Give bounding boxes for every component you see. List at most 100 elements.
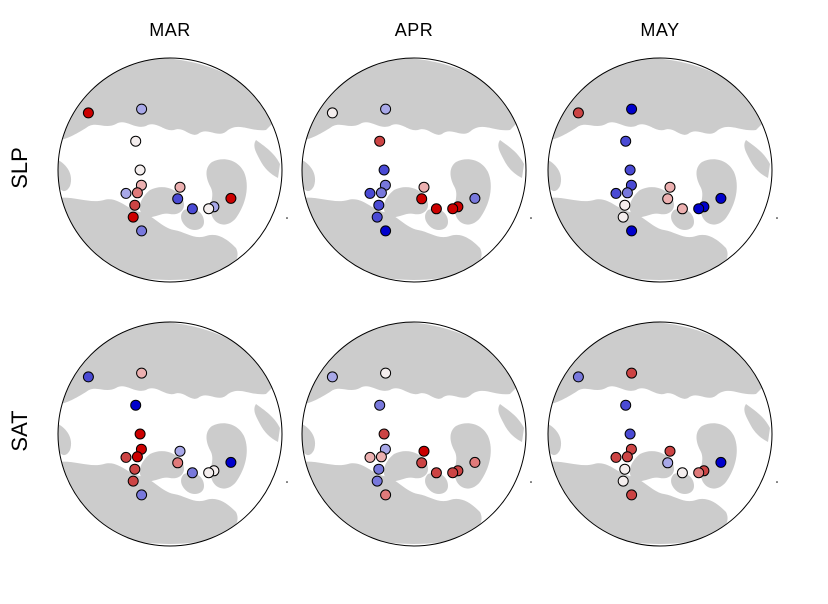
map-boundary (547, 57, 773, 283)
station-marker (130, 399, 142, 411)
station-marker (715, 456, 727, 468)
station-marker (136, 103, 148, 115)
station-marker (136, 489, 148, 501)
landmass (302, 58, 524, 280)
station-marker (621, 451, 633, 463)
station-marker (131, 187, 143, 199)
station-marker (136, 367, 148, 379)
station-marker (662, 457, 674, 469)
station-marker (626, 367, 638, 379)
station-marker (134, 164, 146, 176)
station-marker (619, 199, 631, 211)
station-marker (203, 467, 215, 479)
station-marker (172, 193, 184, 205)
station-marker (136, 225, 148, 237)
map-boundary (57, 321, 283, 547)
map-boundary (301, 321, 527, 547)
station-marker (186, 467, 198, 479)
station-marker (378, 428, 390, 440)
station-marker (174, 445, 186, 457)
tick-dot (286, 481, 288, 483)
station-marker (120, 451, 132, 463)
station-marker (676, 467, 688, 479)
station-marker (375, 451, 387, 463)
map-panel-sat-mar (57, 321, 288, 547)
station-marker (418, 181, 430, 193)
station-marker (127, 475, 139, 487)
station-marker (82, 107, 94, 119)
station-marker (469, 456, 481, 468)
station-marker (610, 187, 622, 199)
station-marker (371, 211, 383, 223)
station-marker (134, 428, 146, 440)
station-marker (626, 103, 638, 115)
station-marker (620, 135, 632, 147)
station-marker (418, 445, 430, 457)
station-marker (378, 164, 390, 176)
station-marker (120, 187, 132, 199)
column-title-may: MAY (640, 20, 680, 40)
station-marker (447, 467, 459, 479)
map-boundary (57, 57, 283, 283)
column-title-apr: APR (394, 20, 434, 40)
station-marker (129, 463, 141, 475)
station-marker (620, 399, 632, 411)
station-marker (186, 203, 198, 215)
station-marker (203, 203, 215, 215)
station-marker (617, 211, 629, 223)
map-boundary (301, 57, 527, 283)
station-marker (326, 371, 338, 383)
map-boundary (547, 321, 773, 547)
station-marker (664, 181, 676, 193)
station-marker (469, 192, 481, 204)
map-panel-sat-apr (301, 321, 532, 547)
station-marker (374, 399, 386, 411)
station-marker (131, 451, 143, 463)
tick-dot (530, 481, 532, 483)
tick-dot (286, 217, 288, 219)
station-marker (374, 135, 386, 147)
station-marker (624, 428, 636, 440)
station-marker (129, 199, 141, 211)
station-marker (416, 457, 428, 469)
station-marker (225, 456, 237, 468)
station-marker (621, 187, 633, 199)
station-marker (430, 203, 442, 215)
station-marker (326, 107, 338, 119)
map-panel-slp-may (547, 57, 778, 283)
station-marker (619, 463, 631, 475)
station-marker (364, 187, 376, 199)
station-marker (364, 451, 376, 463)
station-marker (380, 103, 392, 115)
station-marker (375, 187, 387, 199)
station-marker (225, 192, 237, 204)
station-marker (624, 164, 636, 176)
station-marker (172, 457, 184, 469)
tick-dot (776, 217, 778, 219)
station-marker (430, 467, 442, 479)
map-panel-slp-apr (301, 57, 532, 283)
tick-dot (530, 217, 532, 219)
map-panel-sat-may (547, 321, 778, 547)
station-marker (693, 203, 705, 215)
station-marker (676, 203, 688, 215)
station-marker (626, 225, 638, 237)
station-marker (416, 193, 428, 205)
station-marker (617, 475, 629, 487)
station-marker (662, 193, 674, 205)
station-marker (447, 203, 459, 215)
station-marker (127, 211, 139, 223)
station-marker (82, 371, 94, 383)
station-marker (664, 445, 676, 457)
station-marker (610, 451, 622, 463)
station-marker (380, 367, 392, 379)
station-marker (380, 225, 392, 237)
station-marker (130, 135, 142, 147)
landmass (302, 322, 524, 544)
station-marker (572, 371, 584, 383)
station-marker (715, 192, 727, 204)
station-marker (572, 107, 584, 119)
station-marker (373, 463, 385, 475)
column-title-mar: MAR (149, 20, 191, 40)
